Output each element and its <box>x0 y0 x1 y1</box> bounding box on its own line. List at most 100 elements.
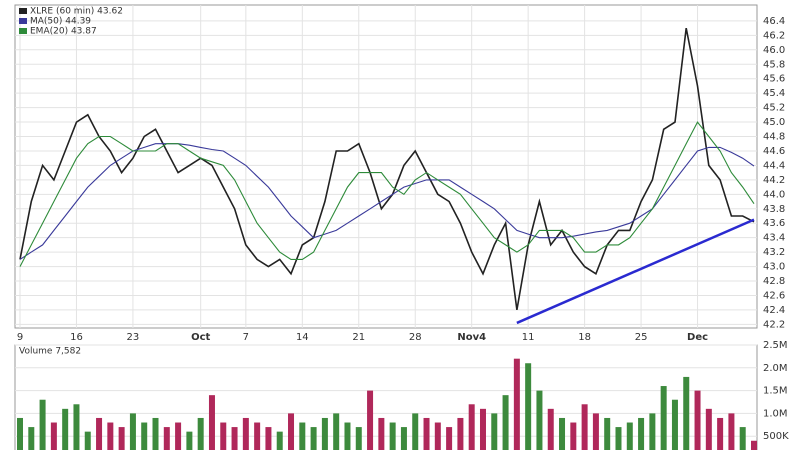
volume-bar <box>547 408 554 450</box>
volume-bar <box>299 422 306 450</box>
volume-bar <box>276 431 283 450</box>
y-tick-label: 43.4 <box>763 233 785 244</box>
trendline <box>516 218 755 325</box>
volume-bar <box>208 395 215 450</box>
x-tick-label: 11 <box>522 332 535 343</box>
x-tick-label: 9 <box>17 332 23 343</box>
y-tick-label: 42.8 <box>763 276 785 287</box>
volume-bar <box>468 404 475 450</box>
volume-bar <box>671 399 678 450</box>
volume-bar <box>638 417 645 450</box>
volume-bar <box>129 413 136 450</box>
volume-bar <box>536 390 543 450</box>
legend-label: MA(50) 44.39 <box>30 17 91 27</box>
series-line <box>19 143 755 260</box>
volume-bar <box>604 417 611 450</box>
volume-bar <box>751 440 757 450</box>
volume-bar <box>197 417 204 450</box>
volume-bar <box>570 422 577 450</box>
y-tick-label: 44.2 <box>763 175 785 186</box>
volume-bar <box>141 422 148 450</box>
volume-bar <box>705 408 712 450</box>
volume-bar <box>378 417 385 450</box>
x-tick-label: Dec <box>687 332 708 343</box>
volume-bar <box>626 422 633 450</box>
x-tick-label: 18 <box>578 332 591 343</box>
volume-bar <box>175 422 182 450</box>
volume-tick-label: 2.5M <box>763 340 788 351</box>
y-tick-label: 45.8 <box>763 59 785 70</box>
price-panel <box>14 4 758 329</box>
volume-bar <box>683 376 690 450</box>
legend-label: EMA(20) 43.87 <box>30 27 97 37</box>
volume-bar <box>265 427 272 450</box>
y-tick-label: 46.0 <box>763 45 785 56</box>
series-line <box>19 121 755 267</box>
volume-bar <box>423 417 430 450</box>
volume-bar <box>457 417 464 450</box>
volume-bar <box>254 422 261 450</box>
volume-bar <box>310 427 317 450</box>
y-tick-label: 44.0 <box>763 189 785 200</box>
legend-swatch <box>19 28 27 34</box>
y-tick-label: 46.2 <box>763 30 785 41</box>
volume-bar <box>434 422 441 450</box>
volume-bar <box>728 413 735 450</box>
volume-bar <box>491 413 498 450</box>
volume-bar <box>107 422 114 450</box>
volume-bar <box>344 422 351 450</box>
legend-swatch <box>19 8 27 14</box>
volume-bar <box>355 427 362 450</box>
volume-bar <box>412 413 419 450</box>
x-tick-label: 28 <box>409 332 422 343</box>
volume-bar <box>118 427 125 450</box>
x-tick-label: 25 <box>635 332 648 343</box>
volume-bar <box>717 417 724 450</box>
volume-bar <box>660 386 667 450</box>
x-tick-label: Oct <box>191 332 210 343</box>
x-tick-label: 7 <box>243 332 249 343</box>
volume-bar <box>525 363 532 450</box>
volume-bar <box>321 417 328 450</box>
y-tick-label: 42.2 <box>763 319 785 330</box>
volume-bar <box>559 417 566 450</box>
x-tick-label: 21 <box>352 332 365 343</box>
volume-bar <box>62 408 69 450</box>
volume-bar <box>592 413 599 450</box>
legend-label: XLRE (60 min) 43.62 <box>30 7 123 17</box>
volume-bar <box>400 427 407 450</box>
volume-bar <box>502 395 509 450</box>
y-tick-label: 44.4 <box>763 160 785 171</box>
volume-bar <box>96 417 103 450</box>
volume-bar <box>694 390 701 450</box>
volume-bar <box>513 358 520 450</box>
x-tick-label: 14 <box>296 332 309 343</box>
volume-bar <box>220 422 227 450</box>
volume-bar <box>231 427 238 450</box>
volume-panel <box>14 344 758 450</box>
volume-bar <box>163 427 170 450</box>
volume-bar <box>389 422 396 450</box>
volume-bar <box>333 413 340 450</box>
y-tick-label: 43.6 <box>763 218 785 229</box>
volume-bar <box>649 413 656 450</box>
volume-bar <box>367 390 374 450</box>
volume-label: Volume 7,582 <box>19 347 81 357</box>
volume-tick-label: 2.0M <box>763 363 788 374</box>
volume-bar <box>84 431 91 450</box>
volume-bar <box>242 417 249 450</box>
y-tick-label: 44.8 <box>763 132 785 143</box>
volume-bar <box>186 431 193 450</box>
y-tick-label: 46.4 <box>763 16 785 27</box>
volume-bar <box>28 427 35 450</box>
y-tick-label: 43.2 <box>763 247 785 258</box>
y-tick-label: 43.0 <box>763 262 785 273</box>
volume-bar <box>17 417 23 450</box>
volume-bar <box>739 427 746 450</box>
y-tick-label: 43.8 <box>763 204 785 215</box>
volume-bar <box>152 417 159 450</box>
x-tick-label: Nov4 <box>457 332 486 343</box>
volume-bar <box>479 408 486 450</box>
y-tick-label: 45.2 <box>763 103 785 114</box>
series-line <box>19 27 755 311</box>
